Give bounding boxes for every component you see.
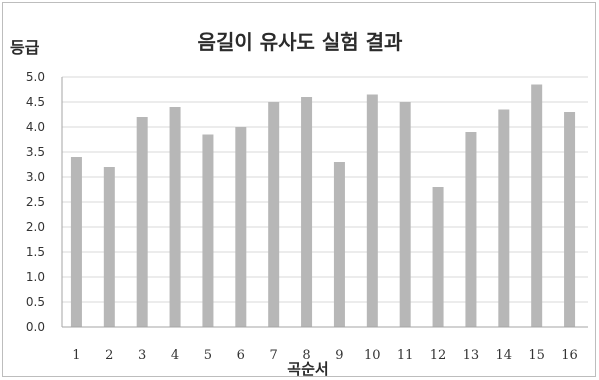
x-tick-label: 4	[171, 348, 179, 363]
chart-title: 음길이 유사도 실험 결과	[198, 30, 403, 54]
bar-8	[301, 97, 313, 327]
x-tick-label: 16	[561, 348, 578, 363]
x-tick-label: 7	[270, 348, 278, 363]
bar-5	[202, 134, 214, 327]
y-tick-label: 5.0	[26, 70, 45, 84]
bars	[70, 84, 576, 327]
x-tick-label: 3	[138, 348, 146, 363]
bar-9	[333, 162, 345, 327]
x-tick-label: 6	[237, 348, 245, 363]
y-tick-label: 0.0	[26, 320, 45, 334]
bar-3	[136, 117, 148, 327]
y-tick-label: 2.5	[26, 195, 45, 209]
x-tick-label: 11	[397, 348, 414, 363]
bar-1	[70, 157, 82, 327]
y-tick-label: 3.0	[26, 170, 45, 184]
y-tick-label: 2.0	[26, 220, 45, 234]
x-tick-label: 5	[204, 348, 212, 363]
bar-11	[399, 102, 411, 327]
x-tick-label: 2	[105, 348, 113, 363]
bar-12	[432, 187, 444, 327]
x-axis-label: 곡순서	[287, 360, 328, 378]
y-tick-label: 1.0	[26, 270, 45, 284]
x-tick-label: 14	[496, 348, 513, 363]
bar-6	[235, 127, 247, 327]
x-tick-label: 10	[364, 348, 381, 363]
y-tick-label: 1.5	[26, 245, 45, 259]
bar-14	[498, 109, 510, 327]
bar-10	[366, 94, 378, 327]
x-tick-label: 15	[528, 348, 545, 363]
bar-7	[268, 102, 280, 327]
y-tick-label: 4.5	[26, 95, 45, 109]
y-tick-label: 3.5	[26, 145, 45, 159]
x-tick-label: 8	[302, 348, 310, 363]
bar-15	[531, 84, 543, 327]
x-tick-label: 13	[463, 348, 480, 363]
x-tick-label: 9	[335, 348, 343, 363]
x-tick-label: 12	[430, 348, 447, 363]
bar-2	[103, 167, 115, 327]
bar-13	[465, 132, 477, 327]
axes	[61, 77, 588, 328]
y-tick-label: 0.5	[26, 295, 45, 309]
bar-16	[564, 112, 576, 327]
y-axis-label: 등급	[10, 38, 40, 57]
x-tick-labels: 1 2 3 4 5 6 7 8 9 10 11 12 13 14 15 16	[72, 348, 578, 363]
y-tick-labels: 0.0 0.5 1.0 1.5 2.0 2.5 3.0 3.5 4.0 4.5 5.0	[26, 70, 45, 334]
chart-frame	[2, 2, 596, 377]
bar-4	[169, 107, 181, 327]
x-tick-label: 1	[72, 348, 80, 363]
y-tick-label: 4.0	[26, 120, 45, 134]
